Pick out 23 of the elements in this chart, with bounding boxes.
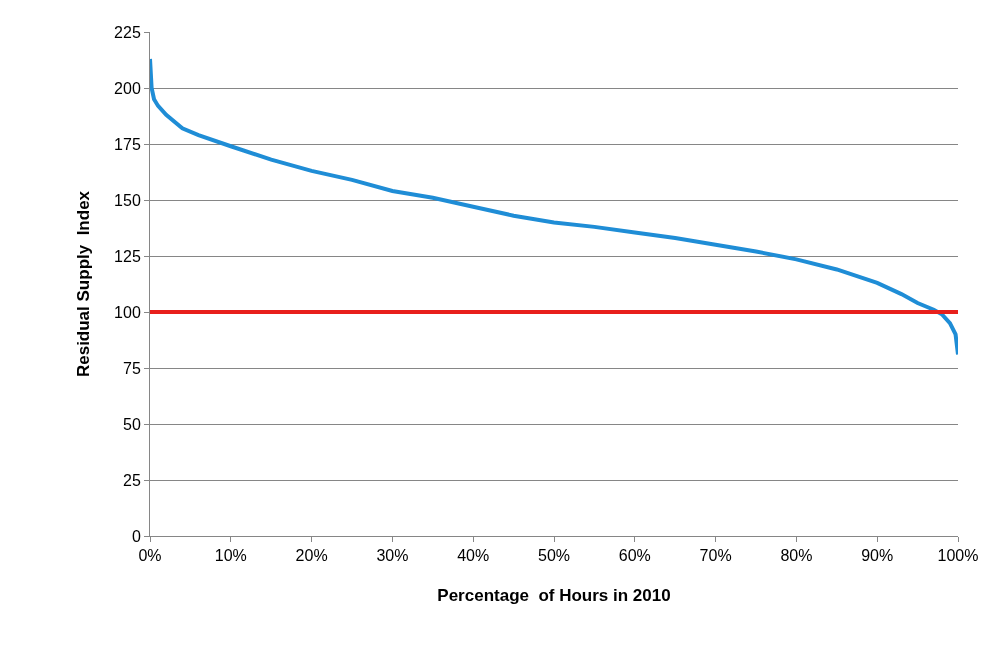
y-tick-label: 0 [131, 527, 141, 545]
x-tick-label: 80% [780, 547, 813, 565]
y-tick-label: 175 [114, 135, 141, 153]
y-tick-label: 200 [114, 79, 141, 97]
x-tick-label: 70% [699, 547, 732, 565]
y-tick-label: 50 [123, 415, 141, 433]
y-tick-label: 75 [123, 359, 141, 377]
y-axis-title: Residual Supply Index [73, 190, 93, 378]
y-tick-label: 225 [114, 23, 141, 41]
x-tick-label: 50% [537, 547, 571, 565]
x-tick-label: 20% [295, 547, 328, 565]
x-tick-label: 0% [138, 547, 162, 565]
x-tick-label: 60% [618, 547, 651, 565]
x-axis-title: Percentage of Hours in 2010 [437, 585, 671, 605]
x-tick-label: 10% [214, 547, 247, 565]
y-tick-label: 100 [114, 303, 141, 321]
x-tick-label: 40% [457, 547, 490, 565]
y-tick-label: 25 [123, 471, 141, 489]
y-tick-label: 150 [114, 191, 141, 209]
x-tick-label: 90% [861, 547, 894, 565]
y-tick-label: 125 [114, 247, 141, 265]
x-tick-label: 30% [376, 547, 409, 565]
x-tick-label: 100% [937, 547, 979, 565]
